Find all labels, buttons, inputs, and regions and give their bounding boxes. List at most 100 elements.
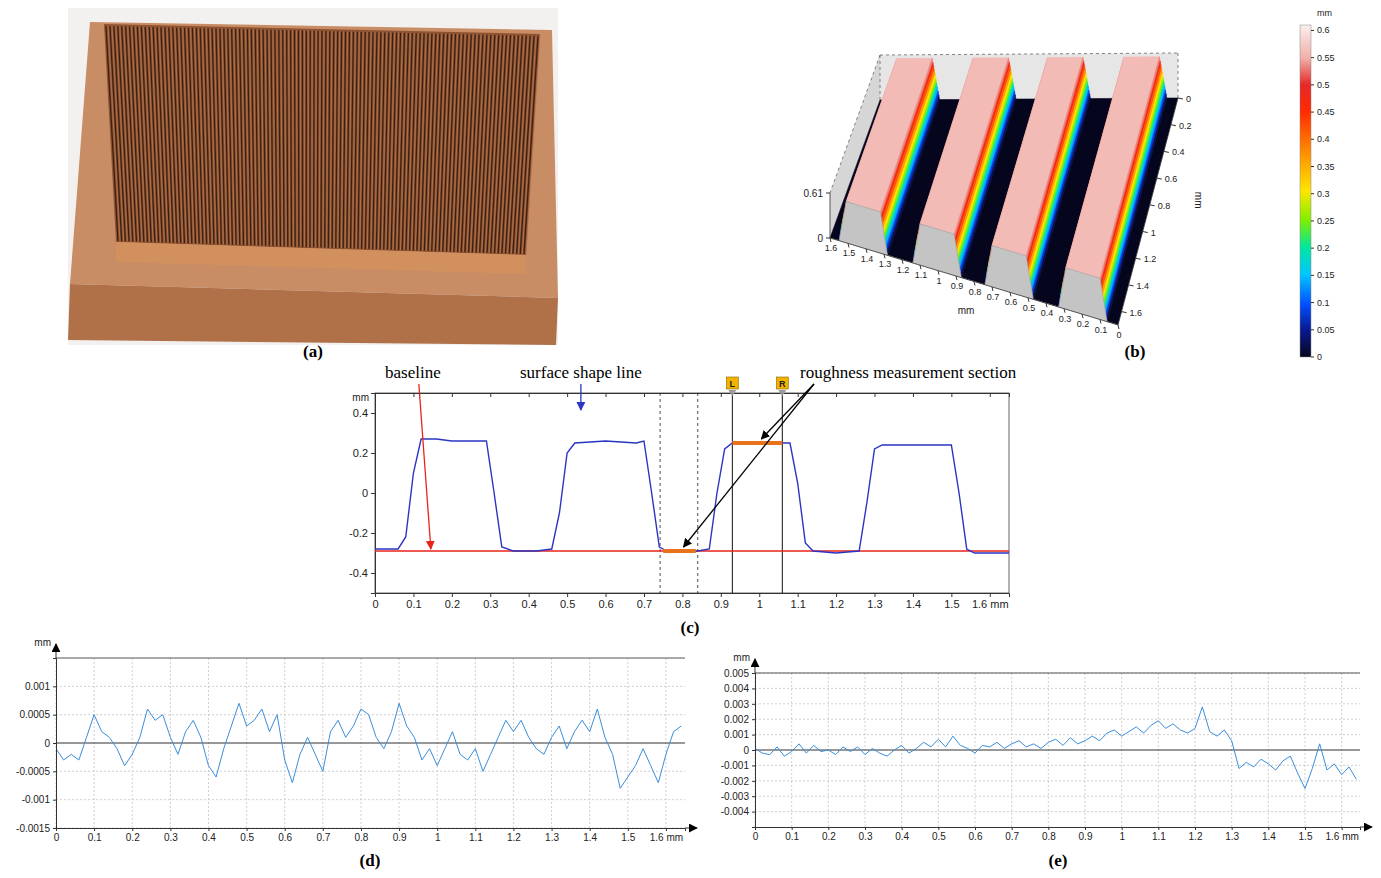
y-axis-tick-mark <box>53 743 56 744</box>
fin-groove <box>362 32 366 249</box>
grid-line-y <box>56 771 685 772</box>
y-axis-tick-label: 0.2 <box>353 447 368 459</box>
x-axis-top-tick-mark <box>606 393 607 397</box>
colorbar-tick-label: 0.25 <box>1317 216 1335 226</box>
x-tick-label: 0.1 <box>1095 325 1108 335</box>
x-axis-tick-label: 0.3 <box>164 832 178 843</box>
x-axis-tick-mark <box>1158 827 1159 830</box>
colorbar-tick-mark <box>1311 329 1314 330</box>
x-axis-tick-mark <box>721 593 722 597</box>
y-axis-tick-label: 0.0005 <box>19 709 50 720</box>
x-tick-mark <box>902 260 903 264</box>
fin-crest <box>496 35 508 253</box>
x-axis-tick: 0.8 <box>1042 827 1056 842</box>
photo <box>68 8 558 345</box>
roughness-section <box>732 441 782 445</box>
y-axis-tick-label: 0.4 <box>353 407 368 419</box>
x-tick-mark <box>920 265 921 269</box>
x-axis-tick-mark <box>490 593 491 597</box>
y-axis-tick-mark <box>371 453 375 454</box>
x-axis-tick-mark <box>1195 827 1196 830</box>
grid-line-y <box>56 799 685 800</box>
y-axis-tick-mark <box>752 812 755 813</box>
y-axis-line <box>53 659 57 829</box>
fin-groove <box>321 31 322 248</box>
x-axis-top-tick <box>644 393 645 397</box>
x-axis-tick-label: 1.6 mm <box>650 832 683 843</box>
fin-crest <box>281 30 283 246</box>
x-axis-tick-label: 0.3 <box>859 831 873 842</box>
x-axis-tick: 0.4 <box>202 828 216 843</box>
x-axis-tick-mark <box>452 593 453 597</box>
y-tick-label: 1.2 <box>1144 254 1157 264</box>
x-axis-tick-label: 0.2 <box>126 832 140 843</box>
colorbar: 00.050.10.150.20.250.30.350.40.450.50.55… <box>1300 8 1335 362</box>
z-tick-label: 0 <box>817 233 823 244</box>
y-axis-tick-mark <box>371 573 375 574</box>
y-axis-tick-label: -0.0005 <box>16 766 50 777</box>
x-axis-tick-mark <box>1085 827 1086 830</box>
x-axis-tick-label: 1 <box>757 598 763 610</box>
y-axis-tick-label: -0.001 <box>721 760 750 771</box>
x-axis-tick-mark <box>606 593 607 597</box>
fin-groove <box>271 30 273 246</box>
x-axis-tick-mark <box>170 828 171 831</box>
x-axis-tick-mark <box>513 828 514 831</box>
y-axis-tick: -0.0005 <box>16 766 56 777</box>
x-axis-tick-label: 0.6 <box>598 598 613 610</box>
x-axis-tick: 1.6 mm <box>650 828 683 843</box>
x-axis-tick-label: 1.6 mm <box>972 598 1009 610</box>
fin-groove <box>417 33 424 250</box>
figure: (a)1.61.51.41.31.21.110.90.80.70.60.50.4… <box>0 0 1381 878</box>
y-axis-tick-label: 0.001 <box>25 681 50 692</box>
plot-frame <box>375 393 1009 593</box>
y-tick-mark <box>1178 98 1183 99</box>
x-axis-top-tick-mark <box>798 393 799 397</box>
y-axis-tick-label: 0.001 <box>724 729 749 740</box>
y-axis-tick-label: 0 <box>44 738 50 749</box>
x-axis-top-tick-mark <box>452 393 453 397</box>
fin-crest <box>292 30 294 246</box>
x-axis-tick: 1.4 <box>1262 827 1276 842</box>
x-axis-tick: 0.9 <box>393 828 407 843</box>
fin-groove <box>520 36 534 254</box>
y-axis-tick-label: 0 <box>743 745 749 756</box>
y-axis-line <box>371 394 376 594</box>
colorbar-tick-label: 0.15 <box>1317 270 1335 280</box>
y-axis-tick: 0.001 <box>724 729 755 740</box>
x-tick-label: 0.3 <box>1059 314 1072 324</box>
x-axis-tick-label: 1.3 <box>1225 831 1239 842</box>
fin-groove <box>287 30 288 246</box>
y-axis-tick-mark <box>752 796 755 797</box>
guide-line <box>660 393 661 593</box>
x-axis-tick: 0.2 <box>822 827 836 842</box>
fin-crest <box>456 34 466 251</box>
x-axis-tick-mark <box>938 827 939 830</box>
y-axis-title: mm <box>733 652 750 663</box>
x-axis-tick-label: 1.2 <box>1189 831 1203 842</box>
x-axis-tick-label: 0 <box>54 832 60 843</box>
colorbar-tick-label: 0.5 <box>1317 80 1330 90</box>
y-axis-tick-label: 0.003 <box>724 699 749 710</box>
x-tick-label: 0.9 <box>951 281 964 291</box>
fin-groove <box>188 28 195 244</box>
marker-box <box>776 377 788 389</box>
fin-groove <box>232 29 236 245</box>
box-edge <box>1178 53 1179 98</box>
y-axis-tick: 0.002 <box>724 714 755 725</box>
annotation-arrow <box>580 384 581 410</box>
x-axis-tick-mark <box>132 828 133 831</box>
colorbar-tick-mark <box>1311 166 1314 167</box>
fin-crest <box>187 28 194 244</box>
colorbar-tick-mark <box>1311 275 1314 276</box>
x-axis-tick-label: 1.6 mm <box>1325 831 1358 842</box>
x-axis-tick-mark <box>644 593 645 597</box>
x-axis-top-tick <box>606 393 607 397</box>
x-axis-tick: 0.8 <box>355 828 369 843</box>
y-tick-label: 0.6 <box>1165 174 1178 184</box>
y-tick-label: 1.4 <box>1137 281 1150 291</box>
fin-block-top <box>104 24 540 255</box>
fin-crest <box>448 34 457 251</box>
x-axis: 00.10.20.30.40.50.60.70.80.911.11.21.31.… <box>54 828 686 843</box>
x-axis-tick-mark <box>682 593 683 597</box>
